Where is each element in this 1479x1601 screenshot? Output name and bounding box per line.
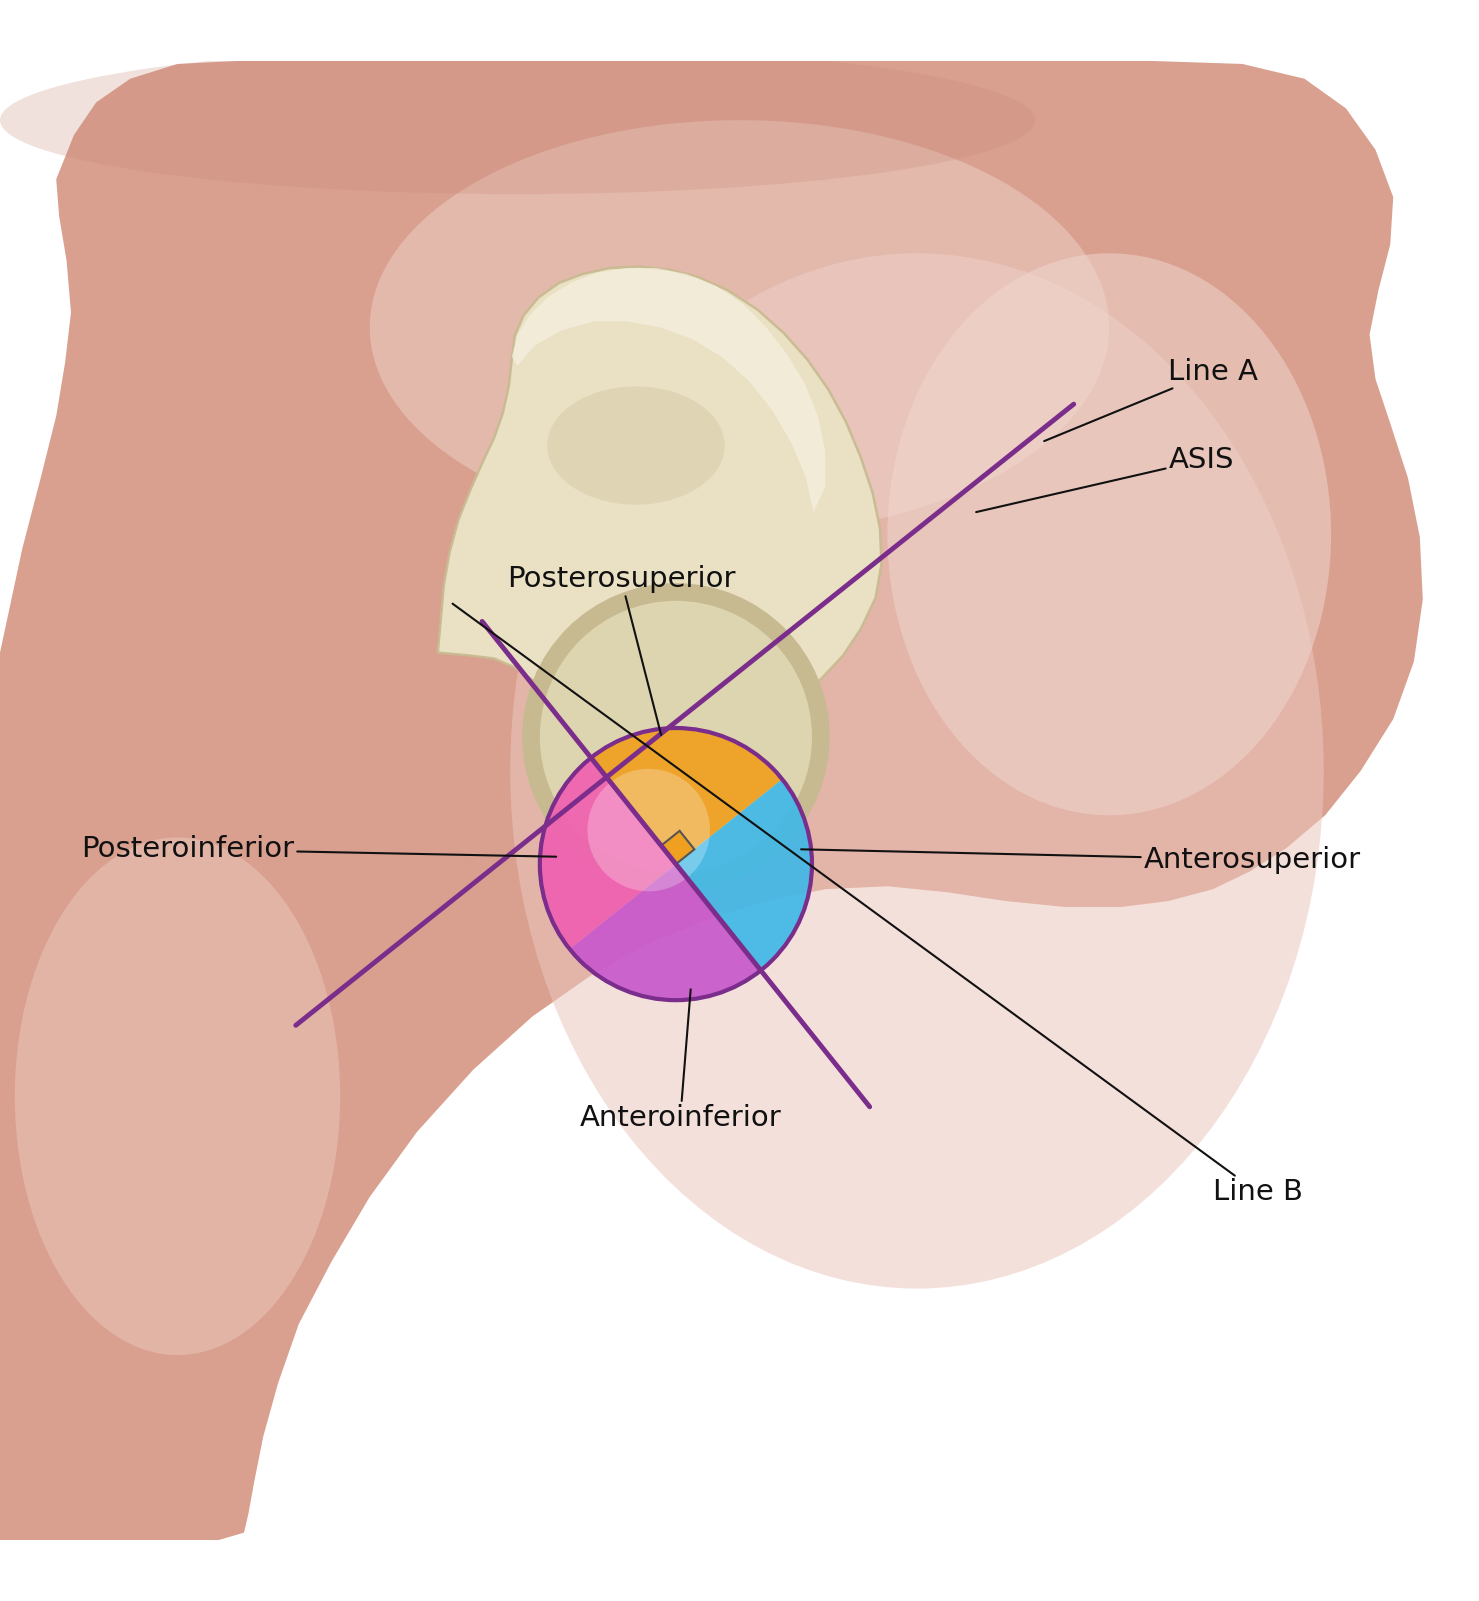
- Polygon shape: [661, 831, 695, 865]
- Text: Anteroinferior: Anteroinferior: [580, 989, 781, 1132]
- Ellipse shape: [887, 253, 1331, 815]
- Text: Anterosuperior: Anterosuperior: [802, 845, 1361, 874]
- Polygon shape: [0, 61, 1479, 1540]
- Text: Posterosuperior: Posterosuperior: [507, 565, 735, 735]
- Circle shape: [587, 768, 710, 892]
- Circle shape: [524, 584, 828, 889]
- Circle shape: [540, 600, 812, 873]
- Text: Line A: Line A: [1044, 357, 1259, 442]
- Text: Line B: Line B: [453, 604, 1303, 1207]
- Polygon shape: [438, 267, 881, 772]
- Wedge shape: [569, 865, 760, 1001]
- Text: ASIS: ASIS: [976, 447, 1233, 512]
- Ellipse shape: [510, 253, 1324, 1289]
- Ellipse shape: [0, 46, 1035, 194]
- Ellipse shape: [370, 120, 1109, 535]
- Ellipse shape: [15, 837, 340, 1354]
- Wedge shape: [592, 728, 782, 865]
- Text: Posteroinferior: Posteroinferior: [81, 836, 556, 863]
- Polygon shape: [438, 267, 881, 772]
- Polygon shape: [0, 61, 1423, 1540]
- Ellipse shape: [547, 386, 725, 504]
- Wedge shape: [540, 757, 676, 949]
- Wedge shape: [676, 780, 812, 970]
- Polygon shape: [512, 267, 825, 512]
